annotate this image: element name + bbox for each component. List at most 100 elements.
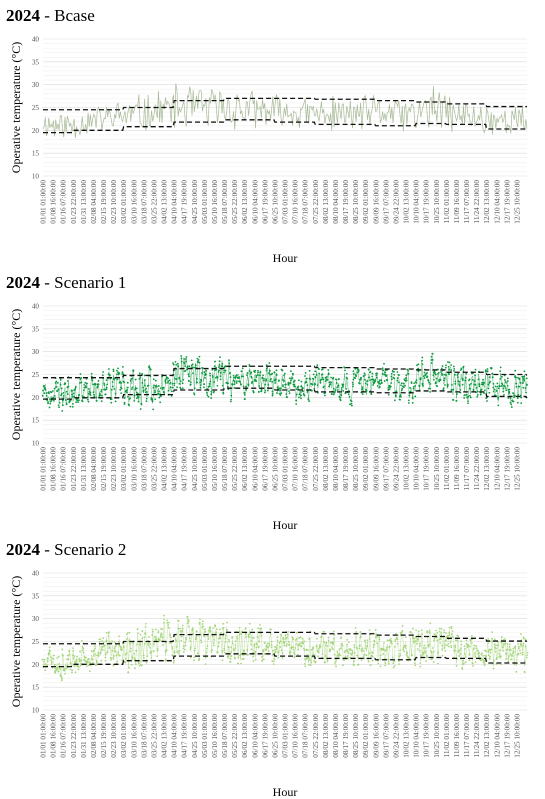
lower-comfort-limit-line bbox=[43, 387, 528, 400]
temperature-dot bbox=[193, 392, 195, 395]
x-tick-label: 04/25 10:00:00 bbox=[191, 180, 199, 224]
temperature-dot bbox=[176, 362, 179, 365]
temperature-dot bbox=[173, 382, 176, 385]
temperature-dot bbox=[296, 653, 299, 656]
temperature-dot bbox=[41, 394, 44, 397]
temperature-dot bbox=[499, 370, 502, 373]
temperature-dot bbox=[450, 369, 453, 371]
x-tick-label: 10/02 13:00:00 bbox=[403, 180, 411, 224]
temperature-dot bbox=[176, 386, 179, 389]
temperature-dot bbox=[236, 662, 239, 665]
x-tick-label: 06/02 13:00:00 bbox=[241, 447, 249, 491]
x-axis-label: Hour bbox=[273, 251, 298, 265]
temperature-dot bbox=[128, 631, 131, 634]
y-tick-label: 25 bbox=[32, 371, 40, 379]
x-tick-label: 03/10 16:00:00 bbox=[130, 447, 138, 491]
temperature-dot bbox=[52, 399, 55, 402]
y-tick-label: 30 bbox=[32, 615, 40, 623]
upper-comfort-limit-line bbox=[43, 97, 527, 111]
temperature-dot bbox=[145, 400, 148, 402]
temperature-dot bbox=[520, 396, 523, 399]
temperature-dot bbox=[454, 382, 457, 385]
x-tick-label: 01/31 13:00:00 bbox=[80, 180, 88, 224]
x-tick-label: 01/01 01:00:00 bbox=[40, 180, 48, 224]
temperature-dot bbox=[312, 647, 315, 649]
temperature-dot bbox=[91, 650, 93, 653]
temperature-dot bbox=[275, 650, 277, 653]
chart-title: 2024 - Scenario 1 bbox=[6, 273, 127, 292]
x-tick-label: 10/10 04:00:00 bbox=[413, 447, 421, 491]
temperature-dot bbox=[313, 387, 316, 390]
temperature-dot bbox=[118, 654, 121, 657]
temperature-dot bbox=[192, 372, 194, 375]
temperature-dot bbox=[58, 401, 61, 404]
temperature-dot bbox=[195, 630, 198, 633]
temperature-dot bbox=[318, 644, 321, 646]
temperature-dot bbox=[61, 410, 64, 412]
temperature-dot bbox=[269, 628, 272, 631]
y-tick-label: 10 bbox=[32, 440, 40, 448]
temperature-dot bbox=[130, 388, 133, 391]
temperature-dot bbox=[340, 636, 342, 639]
temperature-dot bbox=[192, 366, 195, 369]
temperature-dot bbox=[483, 389, 486, 392]
x-tick-label: 04/02 13:00:00 bbox=[161, 180, 169, 224]
x-tick-label: 10/10 04:00:00 bbox=[413, 714, 421, 758]
temperature-dot bbox=[242, 657, 245, 660]
temperature-dot bbox=[271, 660, 274, 663]
x-tick-label: 09/09 16:00:00 bbox=[372, 180, 380, 224]
temperature-dot bbox=[431, 647, 434, 649]
temperature-dot bbox=[75, 658, 78, 661]
temperature-dot bbox=[450, 644, 453, 647]
y-tick-label: 20 bbox=[32, 394, 40, 402]
temperature-dot bbox=[369, 664, 372, 667]
temperature-dot bbox=[501, 636, 503, 638]
x-tick-label: 07/03 01:00:00 bbox=[282, 180, 290, 224]
temperature-dot bbox=[437, 371, 440, 374]
temperature-dot bbox=[384, 371, 387, 374]
temperature-dot bbox=[307, 649, 309, 651]
temperature-dot bbox=[387, 659, 390, 661]
temperature-dot bbox=[392, 666, 395, 669]
temperature-dot bbox=[317, 647, 320, 650]
temperature-dot bbox=[324, 394, 326, 397]
temperature-dot bbox=[84, 381, 87, 384]
temperature-dot bbox=[240, 383, 242, 386]
x-tick-label: 01/08 16:00:00 bbox=[50, 447, 58, 491]
temperature-dot bbox=[267, 650, 270, 653]
temperature-dot bbox=[437, 662, 439, 665]
temperature-dot bbox=[123, 401, 126, 404]
temperature-dot bbox=[120, 387, 123, 390]
temperature-dot bbox=[181, 387, 184, 390]
y-tick-label: 15 bbox=[32, 150, 40, 158]
temperature-dot bbox=[406, 368, 409, 371]
x-tick-label: 06/17 19:00:00 bbox=[261, 447, 269, 491]
temperature-dot bbox=[440, 367, 443, 370]
x-tick-label: 03/25 22:00:00 bbox=[150, 180, 158, 224]
temperature-dot bbox=[430, 658, 433, 660]
temperature-dot bbox=[128, 404, 131, 407]
temperature-dot bbox=[150, 657, 153, 659]
temperature-dot bbox=[358, 382, 361, 385]
temperature-line-path bbox=[42, 83, 528, 138]
x-tick-label: 09/24 22:00:00 bbox=[392, 447, 400, 491]
x-tick-label: 09/02 01:00:00 bbox=[362, 180, 370, 224]
temperature-dot bbox=[434, 373, 437, 376]
temperature-dot bbox=[330, 392, 333, 395]
temperature-dot bbox=[77, 668, 80, 671]
temperature-dot bbox=[393, 664, 396, 667]
x-tick-label: 08/10 04:00:00 bbox=[332, 714, 340, 758]
temperature-dot bbox=[317, 655, 319, 658]
temperature-dot bbox=[252, 390, 255, 393]
temperature-dot bbox=[448, 626, 451, 629]
temperature-dot bbox=[94, 647, 97, 650]
temperature-dot bbox=[426, 631, 429, 634]
temperature-dot bbox=[71, 405, 74, 408]
temperature-dot bbox=[516, 397, 519, 400]
temperature-dot bbox=[105, 631, 108, 634]
temperature-dot bbox=[268, 362, 271, 364]
temperature-dot bbox=[167, 377, 169, 380]
temperature-dot bbox=[96, 654, 98, 657]
y-axis-label: Operative temperature (°C) bbox=[9, 42, 23, 173]
temperature-dot bbox=[427, 387, 430, 390]
